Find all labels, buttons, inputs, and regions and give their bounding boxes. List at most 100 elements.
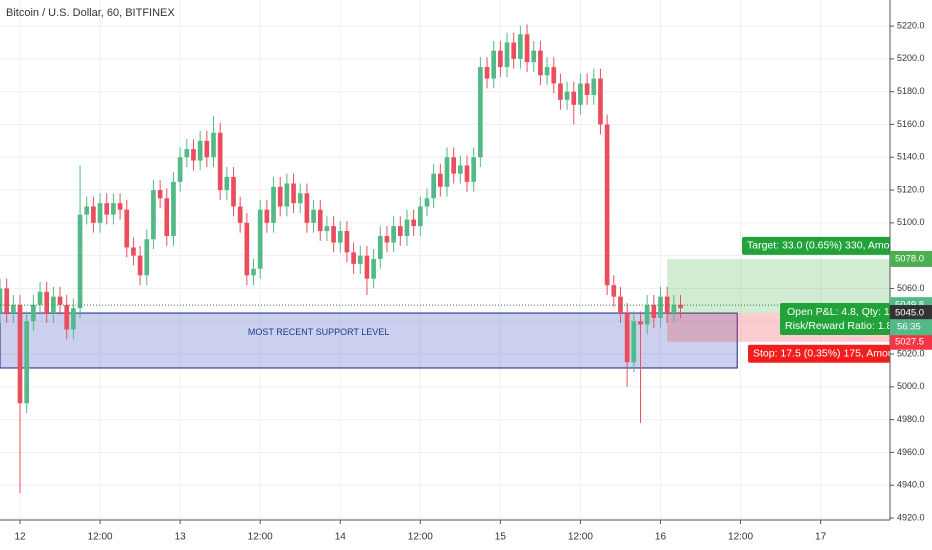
candle-body	[257, 209, 263, 269]
candle-body	[217, 132, 223, 191]
candle-body	[524, 34, 530, 63]
candle-body	[464, 165, 470, 182]
candle-body	[164, 198, 170, 236]
candle-body	[404, 219, 410, 236]
candle-body	[444, 157, 450, 187]
countdown-box	[890, 319, 932, 336]
candle-body	[564, 91, 570, 100]
candle-body	[411, 219, 416, 227]
candle-body	[31, 304, 36, 322]
candle-body	[604, 124, 610, 286]
price-label-box	[890, 305, 932, 322]
candle-body	[4, 288, 10, 314]
y-tick-label: 5200.0	[897, 53, 925, 63]
candle-body	[271, 186, 276, 223]
candle-body	[584, 83, 590, 95]
candle-body	[658, 296, 663, 318]
candle-body	[598, 78, 603, 125]
candle-body	[264, 209, 270, 223]
candle-body	[558, 83, 563, 100]
x-tick-label: 12:00	[248, 532, 273, 543]
candle-body	[624, 313, 630, 363]
candle-body	[571, 91, 577, 105]
countdown: 56:35	[897, 322, 921, 333]
chart-title: Bitcoin / U.S. Dollar, 60, BITFINEX	[6, 7, 175, 19]
x-tick-label: 14	[335, 532, 347, 543]
candle-body	[618, 296, 623, 314]
candle-body	[377, 235, 383, 259]
candle-body	[451, 157, 457, 174]
candle-body	[478, 67, 483, 158]
candle-body	[317, 209, 323, 232]
candle-body	[197, 140, 203, 161]
candle-body	[638, 321, 643, 325]
candle-body	[431, 173, 436, 199]
y-tick-label: 5000.0	[897, 381, 925, 391]
candle-body	[484, 67, 490, 79]
stop-label-box	[748, 344, 890, 363]
candle-body	[104, 203, 110, 215]
x-tick-label: 12:00	[568, 532, 593, 543]
candle-body	[204, 140, 210, 158]
candle-body	[211, 132, 216, 158]
candle-body	[518, 34, 523, 59]
candle-body	[0, 288, 3, 314]
candle-body	[91, 206, 96, 223]
support-zone-label: MOST RECENT SUPPORT LEVEL	[248, 327, 389, 337]
axes: 4920.04940.04960.04980.05000.05020.05040…	[14, 20, 932, 543]
x-tick-label: 13	[175, 532, 187, 543]
y-tick-label: 5180.0	[897, 86, 925, 96]
y-tick-label: 4920.0	[897, 512, 925, 522]
candle-body	[237, 206, 243, 223]
candle-body	[111, 203, 116, 215]
candle-body	[51, 296, 56, 314]
y-tick-label: 4980.0	[897, 414, 925, 424]
candle-body	[498, 50, 503, 68]
y-tick-label: 5160.0	[897, 119, 925, 129]
pnl-label: Open P&L: 4.8, Qty: 14	[787, 306, 896, 318]
candle-body	[337, 231, 343, 243]
candle-body	[24, 321, 30, 404]
candle-body	[671, 304, 677, 314]
stop-label: Stop: 17.5 (0.35%) 175, Amou	[753, 348, 894, 360]
y-tick-label: 5060.0	[897, 283, 925, 293]
candle-body	[551, 67, 557, 84]
x-tick-label: 12:00	[408, 532, 433, 543]
target-label: Target: 33.0 (0.65%) 330, Amou	[747, 240, 895, 252]
candle-body	[77, 214, 83, 309]
price-label: 5078.0	[895, 253, 924, 264]
x-tick-label: 17	[815, 532, 827, 543]
candle-body	[291, 183, 296, 204]
candle-body	[231, 176, 236, 207]
candle-body	[297, 193, 303, 204]
candle-body	[277, 186, 283, 207]
candle-body	[177, 157, 183, 182]
candle-body	[351, 252, 356, 264]
candle-body	[357, 255, 363, 264]
candle-body	[251, 268, 256, 276]
x-tick-label: 12:00	[728, 532, 753, 543]
candle-body	[544, 67, 550, 76]
support-zone	[0, 312, 738, 369]
candle-body	[364, 255, 370, 279]
candle-body	[384, 235, 390, 243]
candle-body	[57, 296, 63, 305]
candle-body	[397, 226, 403, 236]
y-tick-label: 5140.0	[897, 152, 925, 162]
candle-body	[611, 285, 617, 297]
price-label: 5045.0	[895, 308, 924, 319]
candle-body	[71, 308, 76, 330]
candle-body	[531, 50, 537, 63]
candle-body	[224, 176, 230, 191]
candle-body	[17, 304, 23, 404]
candle-body	[144, 239, 150, 276]
x-tick-label: 12:00	[88, 532, 113, 543]
target-label-box	[742, 236, 890, 255]
x-tick-label: 15	[495, 532, 507, 543]
candle-body	[44, 291, 50, 314]
y-tick-label: 5100.0	[897, 217, 925, 227]
rr-label: Risk/Reward Ratio: 1.89	[785, 320, 898, 332]
y-tick-label: 5120.0	[897, 184, 925, 194]
candle-body	[124, 209, 130, 248]
